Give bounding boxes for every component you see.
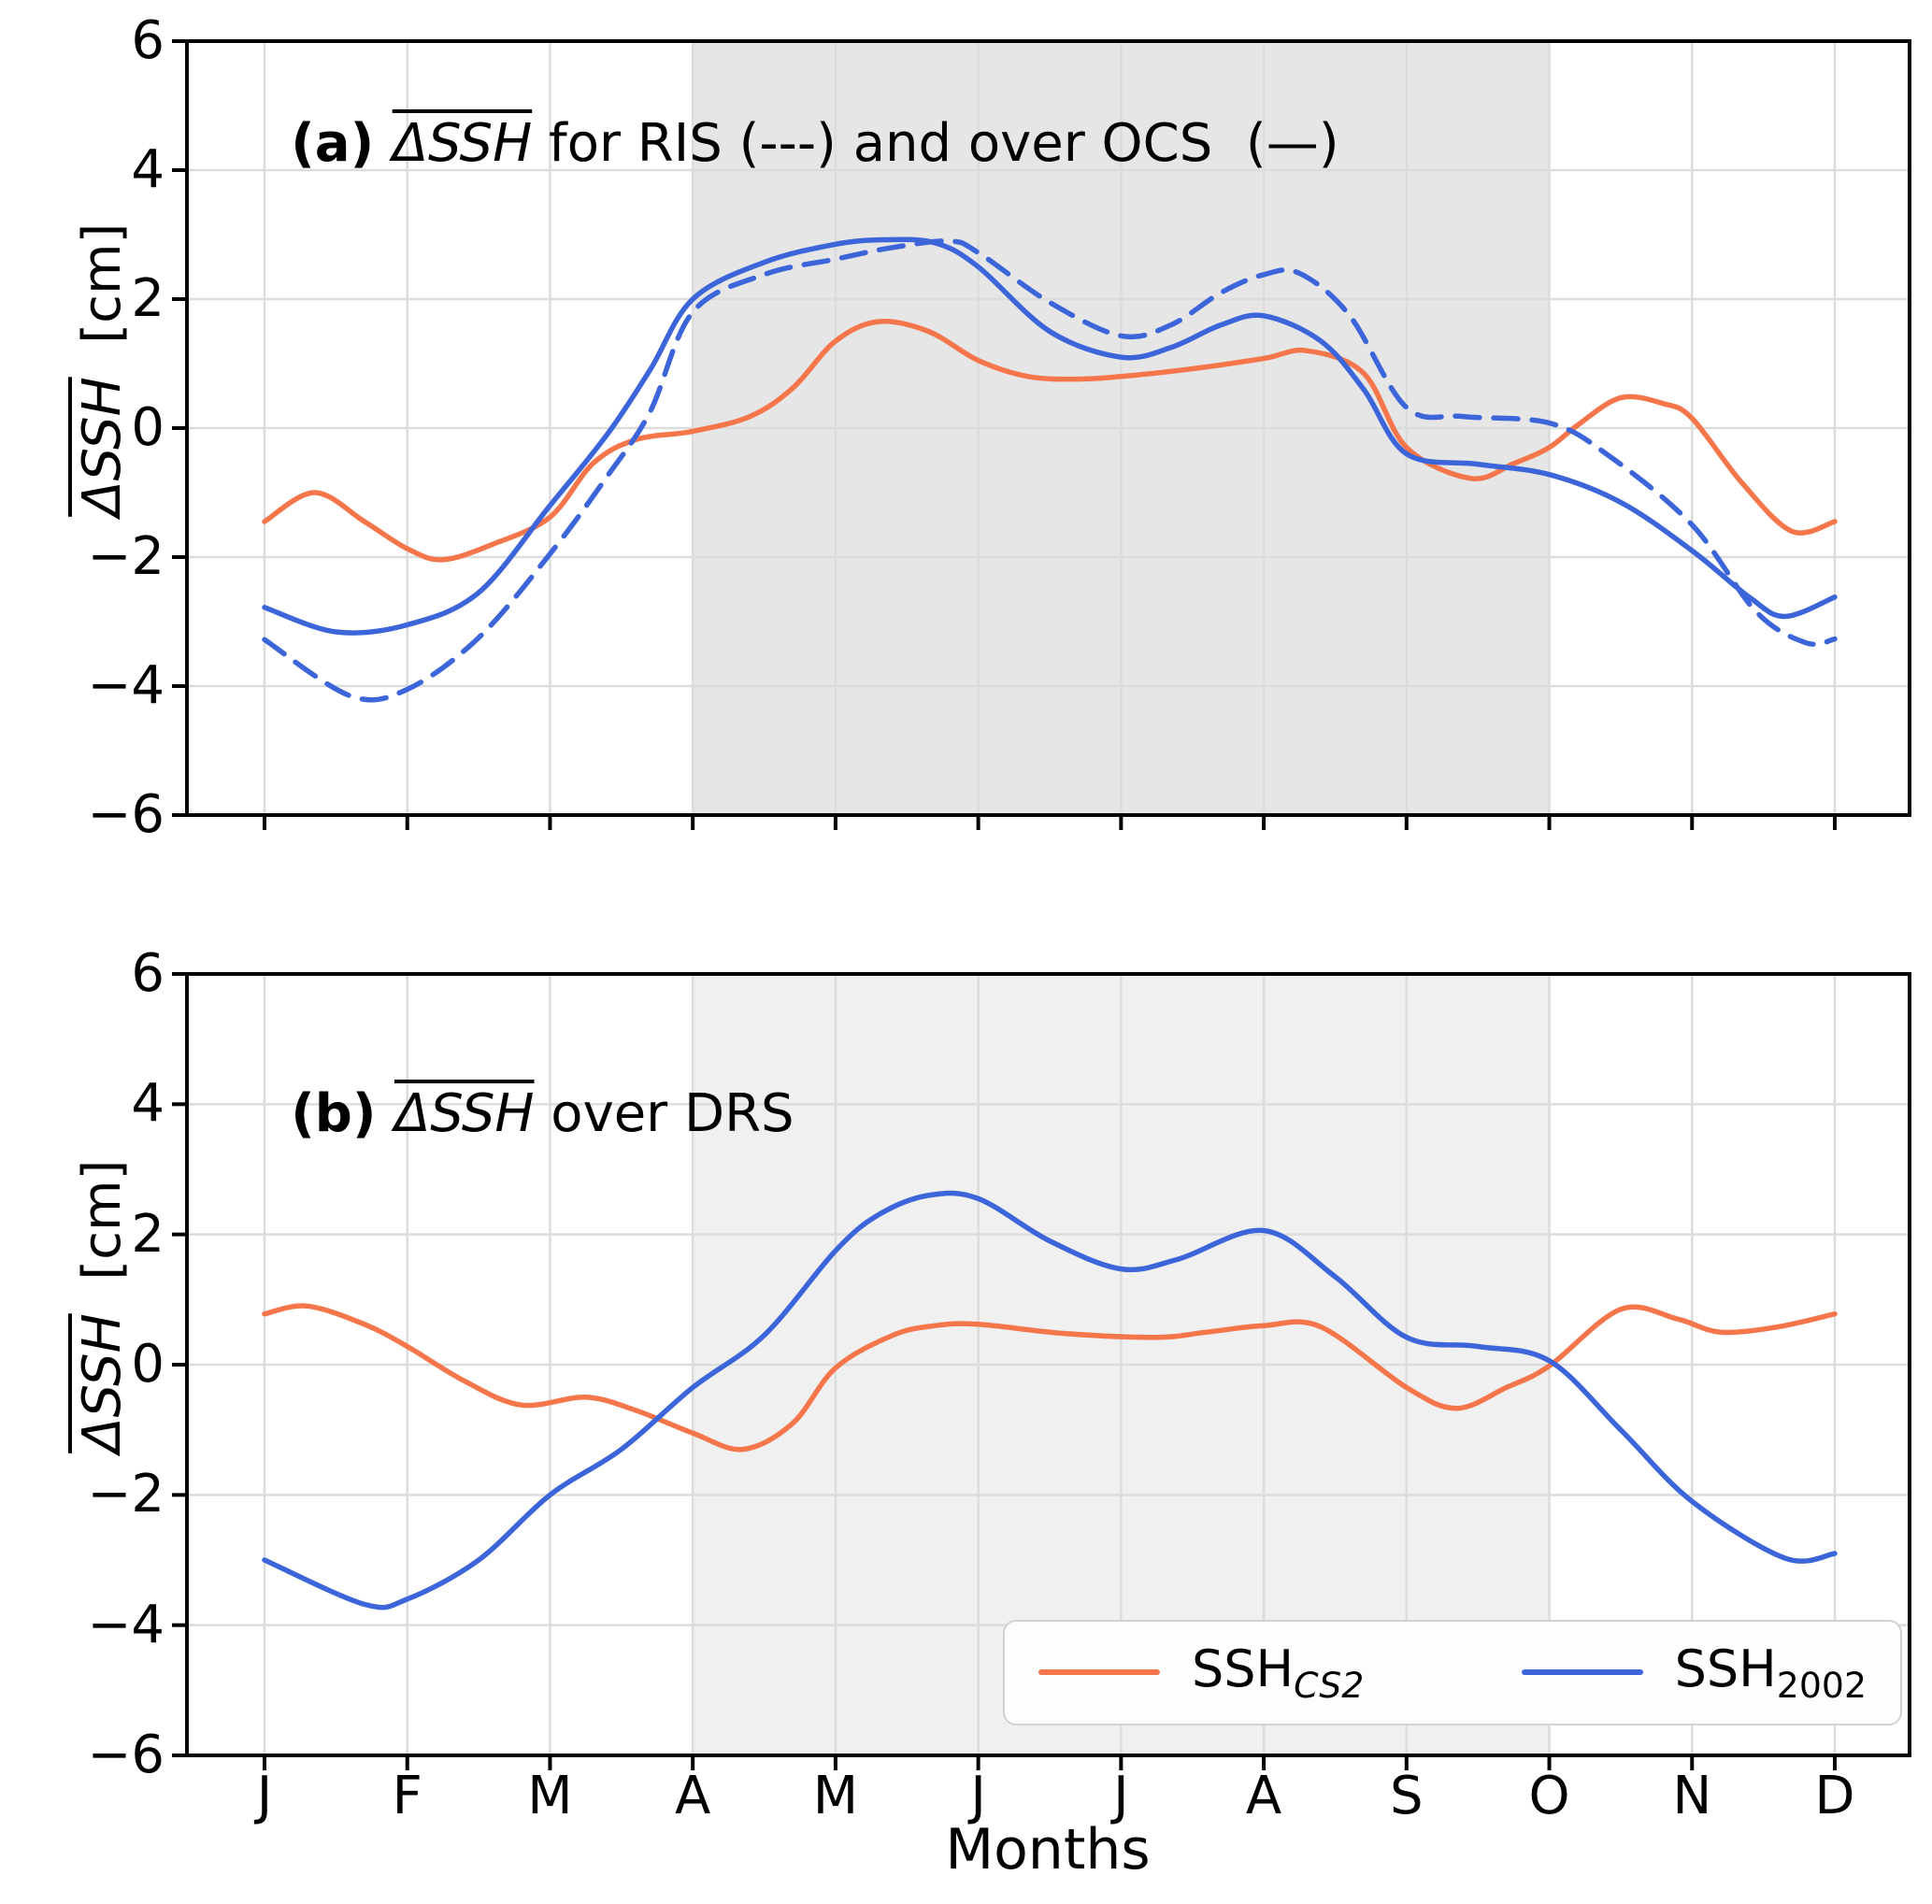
- panel-a-title-math: ΔSSH: [392, 113, 533, 174]
- legend-line-2002-icon: [1521, 1669, 1643, 1676]
- series-ssh-2002-for-ris: [262, 238, 1838, 703]
- x-tick-label: D: [1814, 1766, 1855, 1826]
- y-tick-label: 2: [131, 268, 165, 329]
- x-tick-label: J: [1113, 1766, 1129, 1826]
- legend-label-2002: SSH2002: [1674, 1639, 1867, 1706]
- x-tick-label: F: [392, 1766, 422, 1826]
- y-tick-label: −4: [87, 655, 165, 716]
- series-ssh-cs2: [262, 1303, 1838, 1453]
- y-tick-label: 4: [131, 139, 165, 200]
- panel-b-title-tag: (b): [291, 1083, 394, 1144]
- panel-b-title-math: ΔSSH: [394, 1083, 535, 1144]
- y-tick-label: 0: [131, 1334, 165, 1395]
- y-tick-label: −6: [87, 784, 165, 845]
- x-tick-label: N: [1672, 1766, 1712, 1826]
- x-tick-label: O: [1528, 1766, 1570, 1826]
- panel-a-title-rest: for RIS (---) and over OCS (—): [532, 113, 1339, 174]
- panel-b-title: (b) ΔSSH over DRS: [224, 1023, 794, 1205]
- panel-a-plot: [172, 39, 1911, 830]
- legend: SSHCS2 SSH2002: [1003, 1620, 1902, 1725]
- legend-item-cs2: SSHCS2: [1038, 1639, 1364, 1706]
- y-tick-label: 2: [131, 1203, 165, 1265]
- y-tick-label: 6: [131, 942, 165, 1004]
- y-tick-label: −6: [87, 1725, 165, 1785]
- x-tick-label: S: [1390, 1766, 1424, 1826]
- y-tick-label: 0: [131, 397, 165, 458]
- y-tick-label: −2: [87, 526, 165, 587]
- x-tick-label: J: [970, 1766, 986, 1826]
- series-ssh-2002: [262, 1190, 1838, 1611]
- legend-item-2002: SSH2002: [1521, 1639, 1867, 1706]
- x-tick-label: A: [675, 1766, 711, 1826]
- x-tick-label: M: [527, 1766, 573, 1826]
- x-tick-label: A: [1245, 1766, 1282, 1826]
- series-ssh-cs2-over-ocs: [262, 319, 1838, 563]
- panel-b-title-rest: over DRS: [534, 1083, 794, 1144]
- x-axis-label: Months: [945, 1817, 1151, 1883]
- y-tick-label: 6: [131, 10, 165, 71]
- y-tick-label: −2: [87, 1464, 165, 1525]
- panel-a-title-tag: (a): [291, 113, 393, 174]
- legend-label-cs2: SSHCS2: [1192, 1639, 1365, 1706]
- panel-a-title: (a) ΔSSH for RIS (---) and over OCS (—): [224, 52, 1339, 235]
- series-ssh-2002-over-ocs: [262, 236, 1838, 636]
- legend-line-cs2-icon: [1038, 1669, 1160, 1676]
- x-tick-label: J: [256, 1766, 273, 1826]
- x-tick-label: M: [812, 1766, 859, 1826]
- y-tick-label: 4: [131, 1073, 165, 1135]
- y-tick-label: −4: [87, 1594, 165, 1655]
